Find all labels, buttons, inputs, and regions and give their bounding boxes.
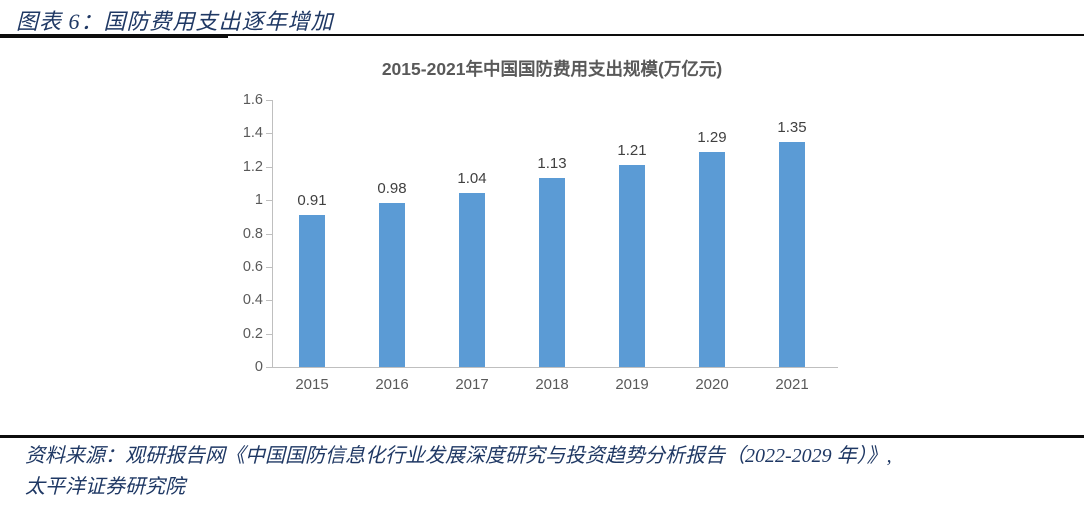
bar [299, 215, 325, 367]
x-axis-label: 2020 [695, 376, 729, 393]
bar-value-label: 1.29 [697, 128, 727, 146]
x-axis-label: 2021 [775, 376, 809, 393]
y-tick-label: 1.4 [242, 125, 263, 142]
y-tick-label: 1 [254, 192, 263, 209]
bar-value-label: 1.21 [617, 142, 647, 160]
y-axis-tick [266, 333, 272, 335]
bar [779, 141, 805, 367]
footer-rule [0, 435, 1084, 438]
header-rule [0, 34, 1084, 38]
source-line-2: 太平洋证券研究院 [25, 476, 185, 498]
y-tick-label: 0.6 [242, 258, 263, 275]
bar [539, 178, 565, 367]
bar-value-label: 0.91 [297, 192, 327, 210]
y-axis-tick [266, 367, 272, 368]
bar [619, 165, 645, 367]
bar-value-label: 1.35 [777, 118, 807, 136]
y-tick-label: 1.2 [242, 158, 263, 175]
x-axis-label: 2015 [295, 376, 329, 393]
source-line-1: 资料来源：观研报告网《中国国防信息化行业发展深度研究与投资趋势分析报告（2022… [25, 445, 892, 467]
header-rule-thin-segment [228, 34, 1084, 36]
bar-value-label: 1.04 [457, 170, 487, 188]
y-tick-label: 0.2 [242, 325, 263, 342]
y-axis-tick [266, 100, 272, 101]
y-tick-label: 0.8 [242, 225, 263, 242]
figure-caption: 图表 6：国防费用支出逐年增加 [16, 9, 334, 34]
y-axis-tick [266, 166, 272, 168]
y-tick-label: 0.4 [242, 292, 263, 309]
bar-value-label: 1.13 [537, 155, 567, 173]
bar [379, 203, 405, 367]
bar-value-label: 0.98 [377, 180, 407, 198]
bar [699, 151, 725, 367]
y-tick-label: 0 [254, 359, 263, 375]
header-rule-thick-segment [0, 34, 228, 38]
x-axis-label: 2017 [455, 376, 489, 393]
y-axis-tick [266, 200, 272, 202]
y-axis-tick [266, 233, 272, 235]
x-axis-line [272, 367, 838, 368]
y-axis-line [272, 100, 273, 367]
y-axis-tick [266, 300, 272, 302]
source-note: 资料来源：观研报告网《中国国防信息化行业发展深度研究与投资趋势分析报告（2022… [25, 441, 1065, 503]
x-axis-label: 2019 [615, 376, 649, 393]
bar [459, 193, 485, 367]
y-axis-tick [266, 133, 272, 135]
y-axis-tick [266, 266, 272, 268]
x-axis-label: 2018 [535, 376, 569, 393]
x-axis-label: 2016 [375, 376, 409, 393]
y-tick-label: 1.6 [242, 92, 263, 108]
chart-title: 2015-2021年中国国防费用支出规模(万亿元) [381, 59, 723, 79]
